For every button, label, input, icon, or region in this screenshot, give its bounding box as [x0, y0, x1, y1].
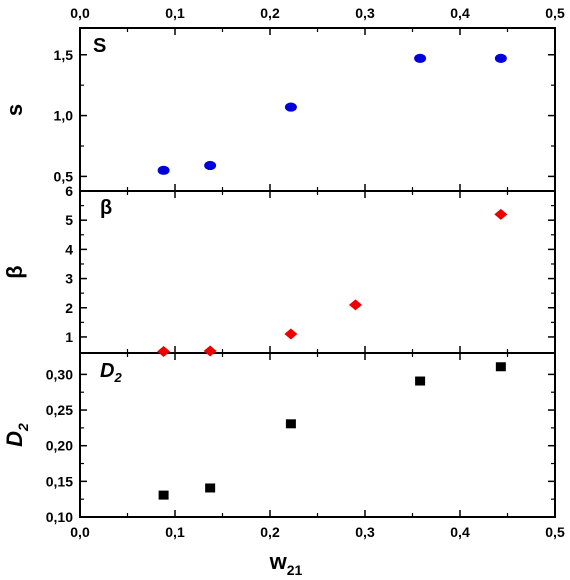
x-axis-label: w21	[269, 549, 303, 578]
y-label-d2: D2	[2, 423, 31, 447]
y-tick-label-beta: 5	[65, 212, 73, 228]
y-tick-label-beta: 2	[65, 300, 73, 316]
y-tick-label-D2: 0,20	[46, 438, 73, 454]
data-point-beta	[349, 299, 362, 311]
x-tick-label-bottom: 0,2	[260, 524, 280, 540]
y-tick-label-D2: 0,30	[46, 366, 73, 382]
x-tick-label-bottom: 0,3	[355, 524, 375, 540]
panel-label-beta: β	[100, 197, 112, 219]
data-point-D2	[205, 483, 216, 493]
y-tick-label-s: 1,5	[54, 47, 74, 63]
data-point-s	[204, 160, 217, 171]
x-tick-label-top: 0,1	[165, 5, 185, 21]
data-point-beta	[203, 345, 217, 357]
panel-label-d2-sub: 2	[113, 370, 122, 385]
data-point-D2	[285, 419, 296, 429]
panel-label-d2: D2	[100, 360, 122, 385]
panel-frame-s	[79, 27, 556, 192]
data-point-s	[494, 53, 507, 64]
data-point-beta	[284, 328, 298, 340]
data-point-s	[284, 102, 297, 112]
x-tick-label-top: 0,3	[355, 5, 375, 21]
x-tick-label-bottom: 0,4	[450, 524, 470, 540]
data-point-D2	[415, 376, 426, 386]
y-tick-label-beta: 3	[65, 271, 73, 287]
y-tick-label-D2: 0,10	[46, 509, 73, 525]
data-point-D2	[158, 490, 169, 500]
data-point-s	[414, 53, 427, 64]
panel-label-d2-main: D	[100, 360, 114, 382]
panel-frame-beta	[79, 190, 556, 354]
x-tick-label-top: 0,4	[450, 5, 470, 21]
panel-frame-d2	[79, 352, 556, 518]
panel-label-s: S	[93, 35, 106, 57]
y-label-d2-sub: 2	[15, 423, 31, 432]
data-point-D2	[495, 362, 506, 372]
data-point-beta	[157, 346, 171, 358]
y-tick-label-D2: 0,25	[46, 402, 73, 418]
x-axis-label-main: w	[269, 549, 288, 574]
x-tick-label-bottom: 0,0	[70, 524, 90, 540]
x-axis-label-sub: 21	[287, 562, 303, 578]
x-tick-label-bottom: 0,5	[545, 524, 565, 540]
x-tick-label-top: 0,2	[260, 5, 280, 21]
y-tick-label-D2: 0,15	[46, 473, 73, 489]
y-tick-label-beta: 6	[65, 183, 73, 199]
y-label-d2-main: D	[2, 431, 27, 447]
y-tick-label-beta: 4	[65, 241, 73, 257]
data-point-s	[157, 165, 170, 175]
y-tick-label-s: 0,5	[54, 168, 74, 184]
x-tick-label-top: 0,5	[545, 5, 565, 21]
x-tick-label-bottom: 0,1	[165, 524, 185, 540]
x-tick-label-top: 0,0	[70, 5, 90, 21]
y-label-beta: β	[2, 265, 27, 278]
y-tick-label-beta: 1	[65, 329, 73, 345]
y-label-s: s	[2, 104, 27, 116]
y-tick-label-s: 1,0	[54, 108, 74, 124]
data-point-beta	[494, 208, 508, 220]
